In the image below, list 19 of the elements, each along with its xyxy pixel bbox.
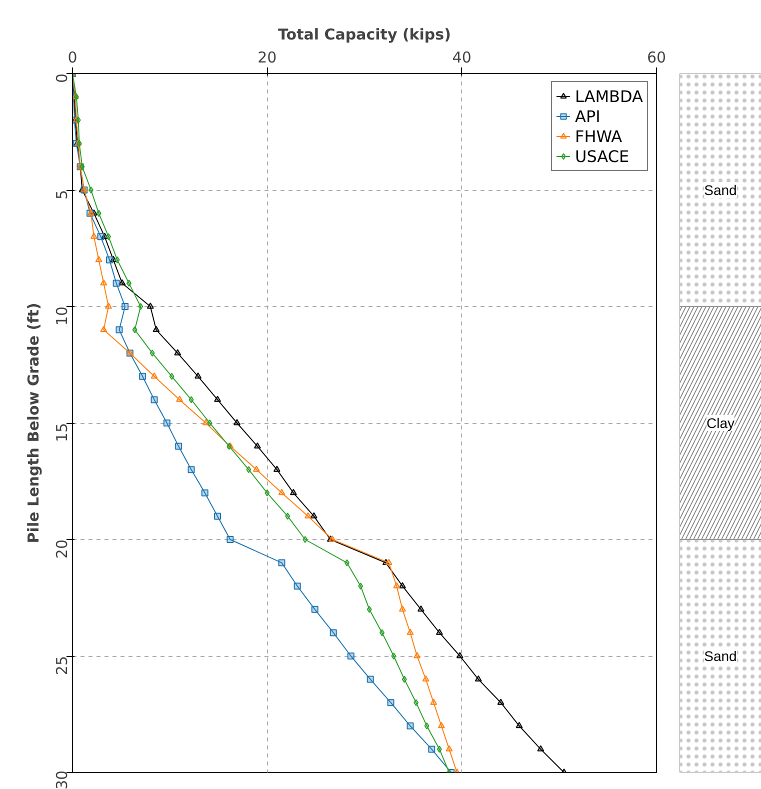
y-tick-label: 25 bbox=[53, 656, 71, 676]
text: Clay bbox=[706, 415, 735, 431]
legend-label: USACE bbox=[575, 146, 630, 166]
y-tick-label: 15 bbox=[53, 422, 71, 442]
y-tick-label: 5 bbox=[53, 190, 71, 200]
text: Sand bbox=[704, 648, 737, 664]
legend-label: LAMBDA bbox=[575, 86, 643, 106]
legend-label: API bbox=[575, 106, 600, 126]
x-tick-label: 40 bbox=[452, 48, 472, 66]
y-axis-title: Pile Length Below Grade (ft) bbox=[24, 302, 42, 544]
x-tick-label: 20 bbox=[258, 48, 277, 66]
legend-label: FHWA bbox=[575, 126, 622, 146]
y-tick-label: 10 bbox=[53, 306, 71, 326]
y-tick-label: 30 bbox=[53, 770, 71, 789]
x-axis-title: Total Capacity (kips) bbox=[278, 26, 451, 44]
y-tick-label: 20 bbox=[53, 539, 71, 559]
x-tick-label: 60 bbox=[646, 48, 666, 66]
y-tick-label: 0 bbox=[53, 73, 71, 84]
text: Sand bbox=[704, 182, 737, 198]
